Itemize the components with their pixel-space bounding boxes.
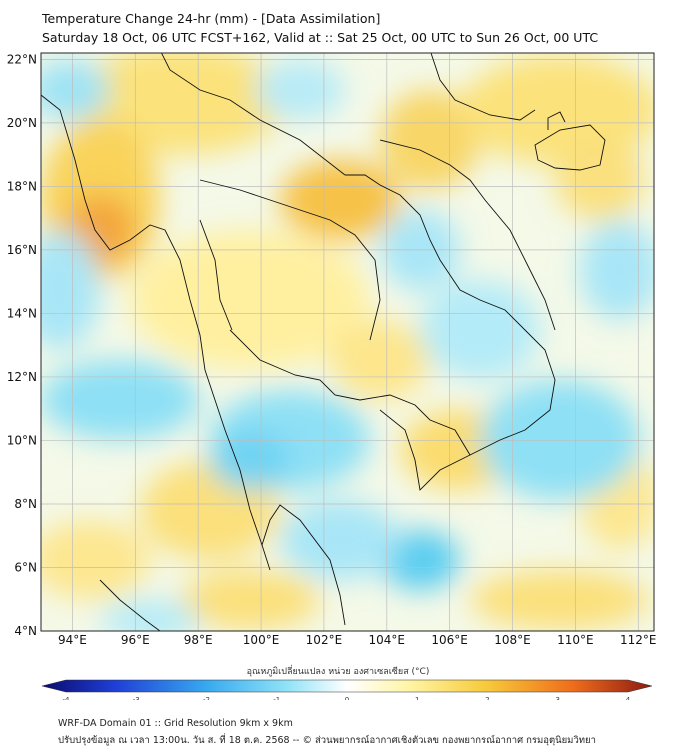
map-figure: 22°N 20°N 18°N 16°N 14°N 12°N 10°N 8°N 6°N 4°N 94… [7,52,657,700]
latitude-label: 14°N [7,306,37,320]
temperature-field [41,53,654,631]
colorbar-ticks: -4 -3 -2 -1 0 1 2 3 4 [63,696,631,700]
latitude-label: 20°N [7,116,37,130]
map-frame [40,52,655,632]
colorbar: -4 -3 -2 -1 0 1 2 3 4 [41,679,653,700]
colorbar-tick-label: 0 [345,696,349,700]
latitude-label: 18°N [7,179,37,193]
longitude-label: 100°E [243,633,280,647]
latitude-label: 10°N [7,433,37,447]
latitude-label: 8°N [14,497,37,511]
latitude-labels: 22°N 20°N 18°N 16°N 14°N 12°N 10°N 8°N 6°N 4°N [7,52,37,638]
colorbar-tick-label: -4 [63,696,71,700]
latitude-label: 12°N [7,370,37,384]
footer-domain-info: WRF-DA Domain 01 :: Grid Resolution 9km … [58,718,293,729]
colorbar-tick-label: 3 [556,696,560,700]
longitude-label: 104°E [369,633,406,647]
map-title: Temperature Change 24-hr (mm) - [Data As… [42,11,381,26]
longitude-label: 96°E [121,633,150,647]
longitude-label: 98°E [184,633,213,647]
longitude-label: 94°E [58,633,87,647]
colorbar-tick-label: -1 [273,696,280,700]
latitude-label: 4°N [14,624,37,638]
longitude-label: 110°E [557,633,594,647]
colorbar-gradient [41,679,653,693]
map-subtitle: Saturday 18 Oct, 06 UTC FCST+162, Valid … [42,30,599,45]
longitude-label: 102°E [306,633,343,647]
colorbar-tick-label: -3 [133,696,140,700]
colorbar-tick-label: 2 [485,696,489,700]
coastlines [41,53,606,631]
longitude-label: 112°E [620,633,657,647]
colorbar-tick-label: -2 [203,696,210,700]
latitude-label: 6°N [14,560,37,574]
longitude-label: 108°E [494,633,531,647]
colorbar-label: อุณหภูมิเปลี่ยนแปลง หน่วย องศาเซลเซียส (… [246,667,430,677]
latitude-label: 16°N [7,243,37,257]
latitude-label: 22°N [7,52,37,66]
longitude-labels: 94°E 96°E 98°E 100°E 102°E 104°E 106°E 108°E 110… [58,633,657,647]
footer-update-info: ปรับปรุงข้อมูล ณ เวลา 13:00น. วัน ส. ที่… [58,735,596,746]
colorbar-tick-label: 4 [626,696,631,700]
longitude-label: 106°E [431,633,468,647]
colorbar-tick-label: 1 [415,696,419,700]
